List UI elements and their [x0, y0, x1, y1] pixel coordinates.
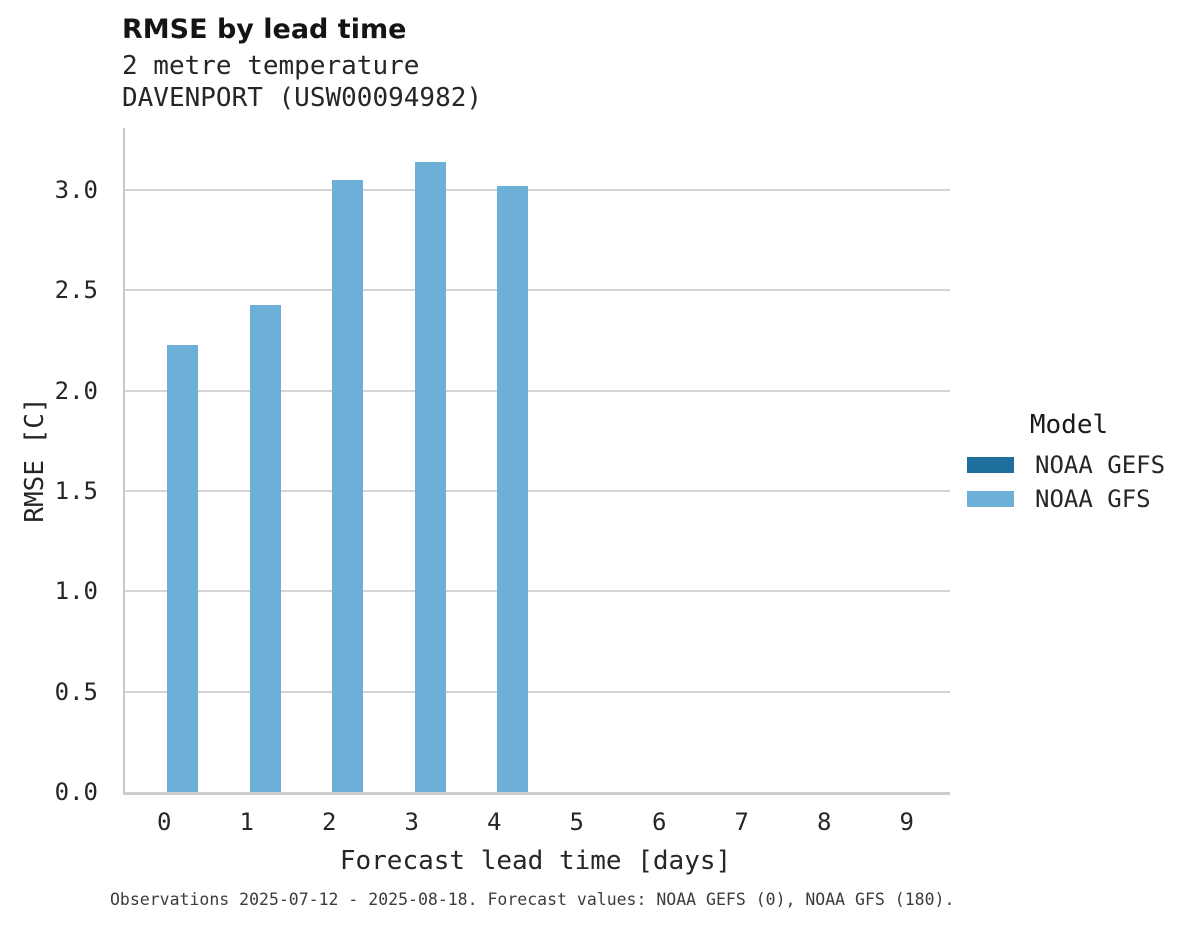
- legend-item-noaa-gfs: NOAA GFS: [967, 482, 1171, 516]
- bar-noaa-gfs-day4: [497, 186, 528, 792]
- plot-area: [123, 128, 950, 795]
- chart-title: RMSE by lead time: [122, 14, 407, 45]
- bar-noaa-gfs-day2: [332, 180, 363, 792]
- x-tick-label: 7: [734, 808, 749, 836]
- gridline: [125, 490, 950, 493]
- y-tick-label: 0.0: [54, 778, 98, 806]
- legend-swatch-noaa-gefs: [967, 457, 1014, 473]
- y-tick-label: 1.5: [54, 477, 98, 506]
- legend-swatch-noaa-gfs: [967, 491, 1014, 507]
- gridline: [125, 389, 950, 392]
- chart-subtitle-station: DAVENPORT (USW00094982): [122, 83, 483, 113]
- x-tick-label: 6: [652, 808, 667, 836]
- bar-noaa-gfs-day0: [167, 344, 198, 792]
- y-tick-label: 2.5: [54, 276, 98, 305]
- gridline: [125, 690, 950, 693]
- chart-subtitle-variable: 2 metre temperature: [122, 51, 420, 81]
- x-tick-label: 3: [404, 808, 419, 836]
- legend-label: NOAA GEFS: [1035, 451, 1166, 479]
- gridline: [125, 189, 950, 192]
- footer-caption: Observations 2025-07-12 - 2025-08-18. Fo…: [110, 890, 955, 909]
- gridline: [125, 590, 950, 593]
- y-tick-label: 0.5: [54, 677, 98, 706]
- x-tick-label: 5: [569, 808, 584, 836]
- legend: Model NOAA GEFS NOAA GFS: [967, 408, 1171, 516]
- x-tick-label: 1: [239, 808, 254, 836]
- legend-label: NOAA GFS: [1035, 485, 1151, 513]
- x-axis-label: Forecast lead time [days]: [339, 846, 732, 876]
- bar-noaa-gfs-day3: [414, 162, 446, 792]
- x-tick-label: 0: [157, 808, 172, 836]
- x-tick-label: 2: [322, 808, 337, 836]
- x-tick-label: 8: [817, 808, 832, 836]
- x-tick-label: 9: [899, 808, 914, 836]
- x-tick-label: 4: [487, 808, 502, 836]
- legend-title: Model: [1029, 410, 1109, 440]
- gridline: [125, 289, 950, 292]
- bar-noaa-gfs-day1: [249, 304, 281, 792]
- legend-item-noaa-gefs: NOAA GEFS: [967, 448, 1171, 482]
- y-tick-label: 1.0: [54, 577, 98, 606]
- y-tick-label: 2.0: [54, 376, 98, 405]
- legend-entries: NOAA GEFS NOAA GFS: [967, 448, 1171, 516]
- y-tick-label: 3.0: [54, 176, 98, 205]
